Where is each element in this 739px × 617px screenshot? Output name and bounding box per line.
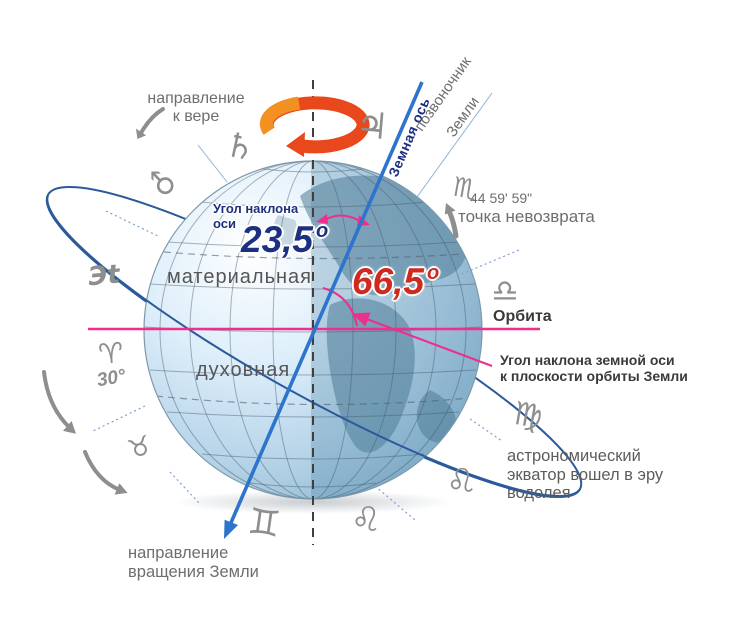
earth-axis-arrowhead (224, 519, 238, 539)
direction-to-faith-label: направление к вере (147, 90, 245, 125)
rotation-direction-label: направление вращения Земли (128, 544, 259, 581)
earth-axis-line (224, 81, 424, 539)
orbit-tilt-value: 66,5 о (352, 261, 440, 302)
left-curved-arrow-upper (42, 370, 72, 430)
point-no-return-pin-arrow (446, 208, 459, 239)
axis-tilt-value: 23,5 о (241, 219, 329, 260)
spiritual-sphere-label: духовная (196, 359, 291, 381)
coordinates-value: 44 59' 59" (470, 190, 533, 206)
angle-arc-66 (322, 286, 359, 327)
leader-lines (92, 92, 520, 521)
aries-symbol: ♈ (97, 335, 125, 372)
jupiter-symbol: ♃ (354, 104, 390, 149)
virgo-symbol: ♍ (510, 393, 546, 437)
degree-sup: о (316, 219, 329, 242)
degree-sup: о (427, 261, 440, 284)
scorpio-symbol: ♏ (450, 171, 480, 207)
material-sphere-label: материальная (167, 266, 312, 288)
left-curved-arrow-lower (83, 450, 122, 492)
et-hand-sign: Эt (86, 259, 122, 293)
orbit-tilt-caption: Угол наклона земной оси к плоскости орби… (500, 352, 688, 384)
hand-arrows (42, 107, 459, 495)
angle-pointer-line (355, 313, 493, 368)
mars-symbol: ♂ (146, 169, 181, 197)
faith-direction-arrow (139, 107, 165, 135)
astronomical-equator-note: астрономический экватор вошел в эру водо… (507, 447, 664, 502)
point-of-no-return-label: точка невозврата (458, 207, 595, 226)
angle-pointer-arrowhead (352, 312, 371, 327)
leo-symbol-right: ♌ (442, 459, 480, 505)
orbit-label: Орбита (493, 308, 552, 325)
gemini-symbol: ♊ (245, 500, 283, 547)
globe (143, 160, 483, 500)
axis-tilt-caption: Угол наклона оси (213, 201, 299, 231)
leo-symbol-bottom: ♌ (350, 500, 382, 540)
libra-symbol: ♎ (491, 274, 519, 309)
rotation-arrowhead (286, 132, 305, 157)
rotation-arrow (259, 96, 370, 157)
